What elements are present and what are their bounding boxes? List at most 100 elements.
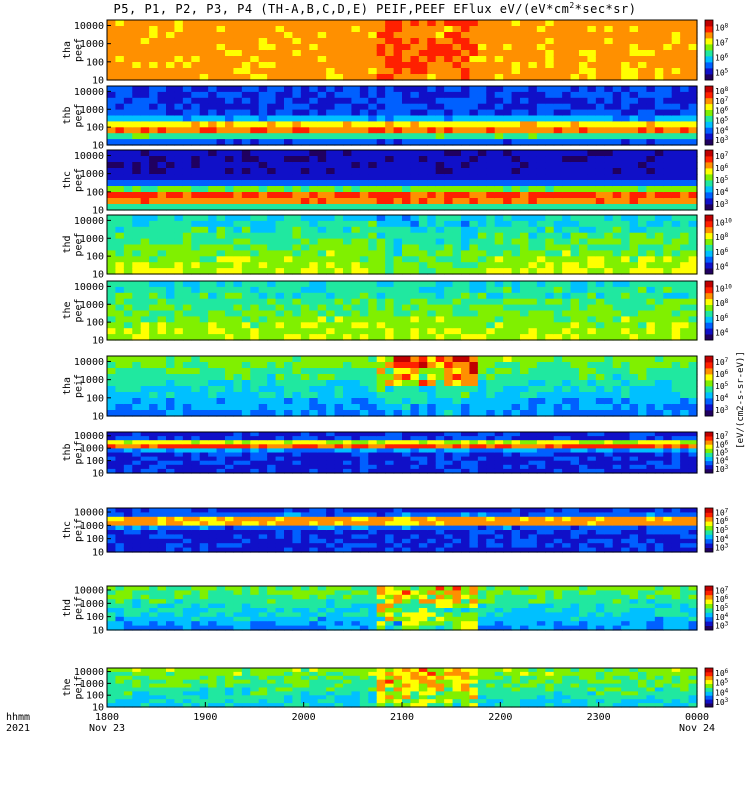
panel-frame [106,355,698,417]
spectrogram-cell [284,168,294,175]
spectrogram-cell [452,74,462,81]
spectrogram-cell [536,398,546,405]
spectrogram-cell [663,44,673,51]
spectrogram-cell [275,133,285,140]
colorbar-segment [705,192,713,199]
spectrogram-cell [494,20,504,27]
spectrogram-cell [343,374,353,381]
spectrogram-cell [115,68,125,75]
spectrogram-cell [292,32,302,39]
spectrogram-cell [140,440,150,445]
spectrogram-cell [629,180,639,187]
spectrogram-cell [427,204,437,211]
spectrogram-cell [545,62,555,69]
spectrogram-cell [385,468,395,474]
spectrogram-cell [393,38,403,45]
spectrogram-cell [621,404,631,411]
spectrogram-cell [494,133,504,140]
spectrogram-cell [300,226,310,234]
spectrogram-cell [351,250,361,257]
spectrogram-cell [309,262,319,269]
spectrogram-cell [528,374,538,381]
spectrogram-cell [680,215,690,222]
spectrogram-cell [528,281,538,288]
spectrogram-cell [427,86,437,93]
y-axis-label: thcpeef [62,168,85,192]
spectrogram-cell [275,115,285,122]
spectrogram-cell [452,281,462,288]
spectrogram-cell [267,304,277,312]
spectrogram-cell [477,368,487,375]
spectrogram-cell [359,150,369,157]
spectrogram-cell [688,204,698,211]
spectrogram-cell [368,50,378,57]
spectrogram-cell [621,26,631,33]
spectrogram-cell [553,192,563,199]
spectrogram-cell [157,180,167,187]
spectrogram-cell [351,180,361,187]
spectrogram-cell [418,256,428,263]
spectrogram-cell [123,328,133,335]
spectrogram-cell [149,250,159,257]
spectrogram-cell [258,298,268,306]
spectrogram-cell [393,226,403,234]
spectrogram-cell [191,250,201,257]
colorbar-segment [705,322,713,329]
spectrogram-cell [359,440,369,445]
spectrogram-cell [258,74,268,81]
spectrogram-cell [402,32,412,39]
spectrogram-cell [157,310,167,317]
spectrogram-cell [208,50,218,57]
spectrogram-cell [402,156,412,163]
spectrogram-cell [275,91,285,99]
spectrogram-cell [520,226,530,234]
spectrogram-cell [317,286,327,294]
spectrogram-cell [385,436,395,441]
spectrogram-cell [503,162,513,169]
spectrogram-cell [157,127,167,134]
spectrogram-cell [326,109,336,117]
spectrogram-cell [486,109,496,117]
spectrogram-cell [688,322,698,329]
spectrogram-cell [233,156,243,163]
spectrogram-cell [469,244,479,251]
spectrogram-cell [536,244,546,251]
spectrogram-cell [461,328,471,335]
spectrogram-cell [562,215,572,222]
spectrogram-cell [570,392,580,399]
spectrogram-cell [241,139,251,146]
spectrogram-cell [427,281,437,288]
spectrogram-cell [376,262,386,269]
spectrogram-cell [132,392,142,399]
spectrogram-cell [520,362,530,369]
colorbar-segment [705,286,713,294]
spectrogram-cell [123,404,133,411]
spectrogram-cell [107,127,117,134]
spectrogram-cell [671,238,681,246]
spectrogram-cell [612,26,622,33]
spectrogram-cell [570,26,580,33]
spectrogram-cell [452,127,462,134]
spectrogram-cell [528,410,538,417]
colorbar-segment [705,56,713,63]
spectrogram-cell [402,328,412,335]
spectrogram-cell [461,304,471,312]
spectrogram-cell [182,162,192,169]
spectrogram-cell [258,452,268,458]
spectrogram-cell [368,133,378,140]
spectrogram-cell [233,150,243,157]
spectrogram-cell [494,256,504,263]
spectrogram-cell [680,374,690,381]
spectrogram-cell [368,432,378,437]
spectrogram-cell [292,374,302,381]
spectrogram-cell [494,180,504,187]
spectrogram-cell [410,298,420,306]
spectrogram-cell [317,436,327,441]
spectrogram-cell [107,238,117,246]
spectrogram-cell [629,133,639,140]
spectrogram-cell [638,121,648,128]
spectrogram-cell [536,460,546,466]
spectrogram-cell [570,56,580,63]
spectrogram-cell [284,74,294,81]
spectrogram-cell [275,298,285,306]
